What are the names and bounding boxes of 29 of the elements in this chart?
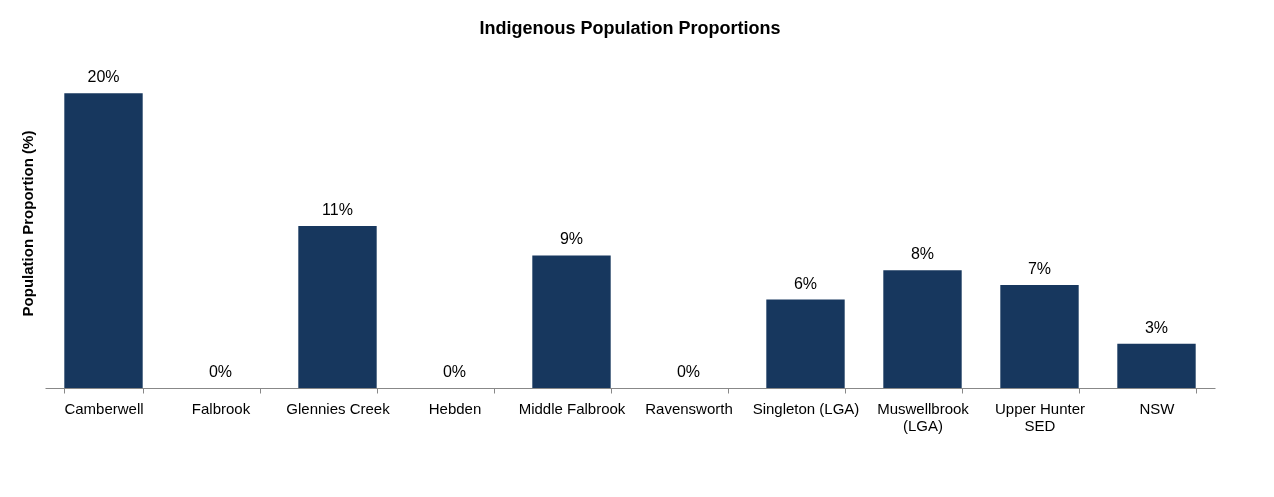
bar xyxy=(883,270,962,388)
data-label: 0% xyxy=(442,363,467,380)
chart-title: Indigenous Population Proportions xyxy=(479,18,781,38)
bar xyxy=(532,255,611,388)
x-tick-label: Glennies Creek xyxy=(286,399,391,417)
bar xyxy=(64,93,143,388)
x-tick-label: Middle Falbrook xyxy=(518,399,626,417)
x-tick-label: Hebden xyxy=(428,399,482,417)
y-axis-title: Population Proportion (%) xyxy=(18,130,36,317)
bar xyxy=(1117,343,1196,388)
data-label: 11% xyxy=(322,200,353,218)
x-tick-label: Upper Hunter SED xyxy=(994,399,1086,434)
x-tick-label: Ravensworth xyxy=(645,399,733,417)
data-label: 0% xyxy=(208,363,233,380)
data-label: 3% xyxy=(1144,318,1169,336)
x-tick-label: Camberwell xyxy=(64,399,144,417)
x-tick-label: Singleton (LGA) xyxy=(752,399,860,417)
bar xyxy=(766,299,845,388)
data-label: 6% xyxy=(793,274,818,292)
data-label: 0% xyxy=(676,363,701,380)
data-label: 7% xyxy=(1027,259,1052,277)
bar xyxy=(1000,284,1079,388)
x-tick-label: NSW xyxy=(1139,399,1176,417)
bar xyxy=(298,225,377,388)
x-tick-label: Muswellbrook (LGA) xyxy=(877,399,970,434)
data-label: 8% xyxy=(910,245,935,263)
data-label: 9% xyxy=(559,230,584,248)
x-tick-label: Falbrook xyxy=(191,399,251,417)
data-label: 20% xyxy=(87,68,120,86)
